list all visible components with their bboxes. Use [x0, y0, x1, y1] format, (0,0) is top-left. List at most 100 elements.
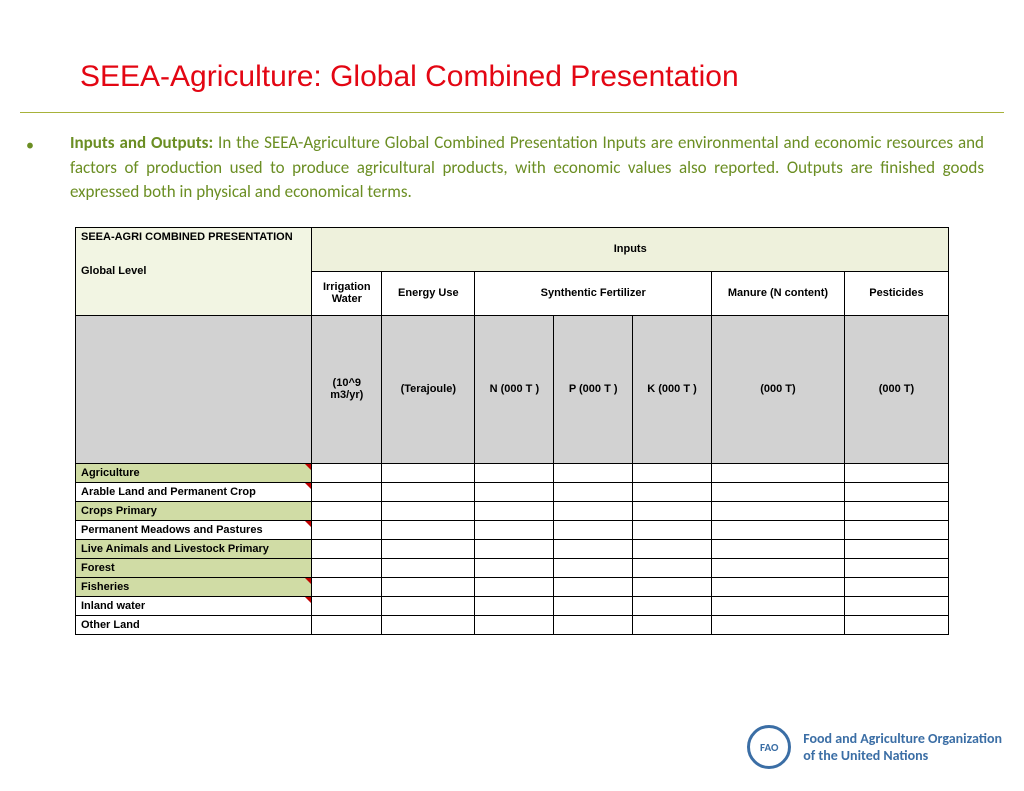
fao-line1: Food and Agriculture Organization	[803, 730, 1002, 748]
data-cell	[475, 596, 554, 615]
data-cell	[475, 520, 554, 539]
row-label: Other Land	[76, 615, 312, 634]
data-cell	[711, 558, 844, 577]
corner-line1: SEEA-AGRI COMBINED PRESENTATION	[81, 231, 306, 243]
data-cell	[312, 463, 382, 482]
row-label: Agriculture	[76, 463, 312, 482]
table-row: Arable Land and Permanent Crop	[76, 482, 949, 501]
body-lead: Inputs and Outputs:	[70, 132, 213, 153]
data-cell	[554, 463, 633, 482]
data-cell	[844, 558, 948, 577]
fao-logo-icon: FAO	[747, 725, 791, 769]
data-cell	[633, 558, 712, 577]
unit-header-row: (10^9 m3/yr)(Terajoule)N (000 T )P (000 …	[76, 315, 949, 463]
data-cell	[554, 501, 633, 520]
data-cell	[844, 520, 948, 539]
corner-header: SEEA-AGRI COMBINED PRESENTATION Global L…	[76, 227, 312, 315]
data-cell	[475, 501, 554, 520]
data-cell	[633, 501, 712, 520]
data-cell	[554, 577, 633, 596]
unit-header-blank	[76, 315, 312, 463]
data-cell	[475, 615, 554, 634]
data-cell	[633, 520, 712, 539]
data-cell	[633, 577, 712, 596]
data-cell	[554, 539, 633, 558]
table-row: Other Land	[76, 615, 949, 634]
data-cell	[711, 520, 844, 539]
data-cell	[382, 501, 475, 520]
data-cell	[312, 539, 382, 558]
data-cell	[382, 577, 475, 596]
table-row: Crops Primary	[76, 501, 949, 520]
data-cell	[475, 463, 554, 482]
data-cell	[312, 596, 382, 615]
unit-header: N (000 T )	[475, 315, 554, 463]
fao-footer: FAO Food and Agriculture Organization of…	[747, 725, 1002, 769]
data-cell	[475, 558, 554, 577]
data-cell	[633, 596, 712, 615]
unit-header: (10^9 m3/yr)	[312, 315, 382, 463]
data-cell	[554, 558, 633, 577]
data-cell	[382, 615, 475, 634]
row-label: Forest	[76, 558, 312, 577]
row-label: Live Animals and Livestock Primary	[76, 539, 312, 558]
data-cell	[554, 482, 633, 501]
data-cell	[633, 539, 712, 558]
unit-header: (000 T)	[844, 315, 948, 463]
data-cell	[711, 577, 844, 596]
data-cell	[475, 577, 554, 596]
data-cell	[382, 596, 475, 615]
category-header: Synthentic Fertilizer	[475, 271, 711, 315]
unit-header: P (000 T )	[554, 315, 633, 463]
data-cell	[312, 482, 382, 501]
unit-header: K (000 T )	[633, 315, 712, 463]
data-cell	[633, 482, 712, 501]
table-row: Forest	[76, 558, 949, 577]
row-label: Arable Land and Permanent Crop	[76, 482, 312, 501]
table-row: Inland water	[76, 596, 949, 615]
bullet-icon: •	[26, 133, 34, 159]
category-header: Manure (N content)	[711, 271, 844, 315]
unit-header: (Terajoule)	[382, 315, 475, 463]
data-cell	[844, 539, 948, 558]
data-cell	[475, 482, 554, 501]
data-cell	[633, 615, 712, 634]
data-cell	[312, 577, 382, 596]
table-head: SEEA-AGRI COMBINED PRESENTATION Global L…	[76, 227, 949, 463]
data-cell	[844, 482, 948, 501]
title-rule	[20, 112, 1004, 113]
data-cell	[554, 615, 633, 634]
category-header: Irrigation Water	[312, 271, 382, 315]
inputs-table: SEEA-AGRI COMBINED PRESENTATION Global L…	[75, 227, 949, 635]
table-row: Permanent Meadows and Pastures	[76, 520, 949, 539]
data-cell	[382, 463, 475, 482]
data-cell	[844, 463, 948, 482]
table-row: Fisheries	[76, 577, 949, 596]
data-cell	[382, 558, 475, 577]
data-cell	[844, 577, 948, 596]
data-cell	[711, 501, 844, 520]
data-cell	[382, 539, 475, 558]
table-body: AgricultureArable Land and Permanent Cro…	[76, 463, 949, 634]
row-label: Crops Primary	[76, 501, 312, 520]
body-paragraph-row: • Inputs and Outputs: In the SEEA-Agricu…	[26, 131, 1004, 227]
data-cell	[711, 482, 844, 501]
data-cell	[844, 596, 948, 615]
data-cell	[312, 558, 382, 577]
super-header-inputs: Inputs	[312, 227, 949, 271]
row-label: Fisheries	[76, 577, 312, 596]
corner-line2: Global Level	[81, 265, 306, 277]
data-cell	[554, 596, 633, 615]
row-label: Inland water	[76, 596, 312, 615]
data-cell	[711, 596, 844, 615]
data-cell	[711, 615, 844, 634]
data-cell	[633, 463, 712, 482]
table-row: Agriculture	[76, 463, 949, 482]
data-cell	[382, 520, 475, 539]
data-cell	[312, 501, 382, 520]
data-cell	[711, 463, 844, 482]
fao-text: Food and Agriculture Organization of the…	[803, 730, 1002, 765]
data-cell	[554, 520, 633, 539]
table-row: Live Animals and Livestock Primary	[76, 539, 949, 558]
fao-line2: of the United Nations	[803, 747, 1002, 765]
